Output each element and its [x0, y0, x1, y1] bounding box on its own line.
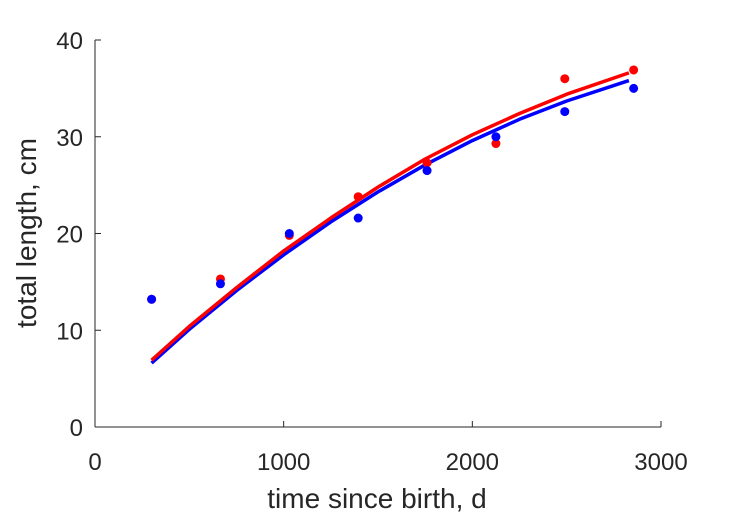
data-points	[147, 65, 639, 304]
data-point-series-0	[629, 65, 639, 75]
y-tick-label: 20	[56, 222, 83, 249]
y-tick-label: 0	[70, 415, 83, 442]
data-point-series-1	[422, 166, 432, 176]
data-point-series-1	[491, 132, 501, 142]
x-tick-label: 1000	[257, 449, 310, 476]
y-tick-label: 30	[56, 125, 83, 152]
y-ticks: 0 10 20 30 40	[56, 28, 101, 442]
data-point-series-1	[215, 279, 225, 289]
data-point-series-1	[560, 107, 570, 117]
data-point-series-0	[560, 74, 570, 84]
y-axis-label: total length, cm	[11, 138, 42, 328]
x-tick-label: 3000	[634, 449, 687, 476]
y-tick-label: 10	[56, 318, 83, 345]
x-ticks: 0 1000 2000 3000	[88, 421, 688, 476]
fit-curve-series-1	[150, 78, 630, 365]
y-tick-label: 40	[56, 28, 83, 55]
fit-curves	[150, 71, 630, 365]
x-tick-label: 0	[88, 449, 101, 476]
data-point-series-0	[422, 158, 432, 168]
data-point-series-0	[353, 192, 363, 202]
data-point-series-1	[147, 294, 157, 304]
data-point-series-1	[284, 229, 294, 238]
x-tick-label: 2000	[446, 449, 499, 476]
data-point-series-0	[491, 139, 501, 149]
data-point-series-1	[629, 83, 639, 93]
data-point-series-1	[353, 213, 363, 223]
x-axis-label: time since birth, d	[267, 483, 486, 514]
fit-curve-series-0	[150, 71, 630, 362]
